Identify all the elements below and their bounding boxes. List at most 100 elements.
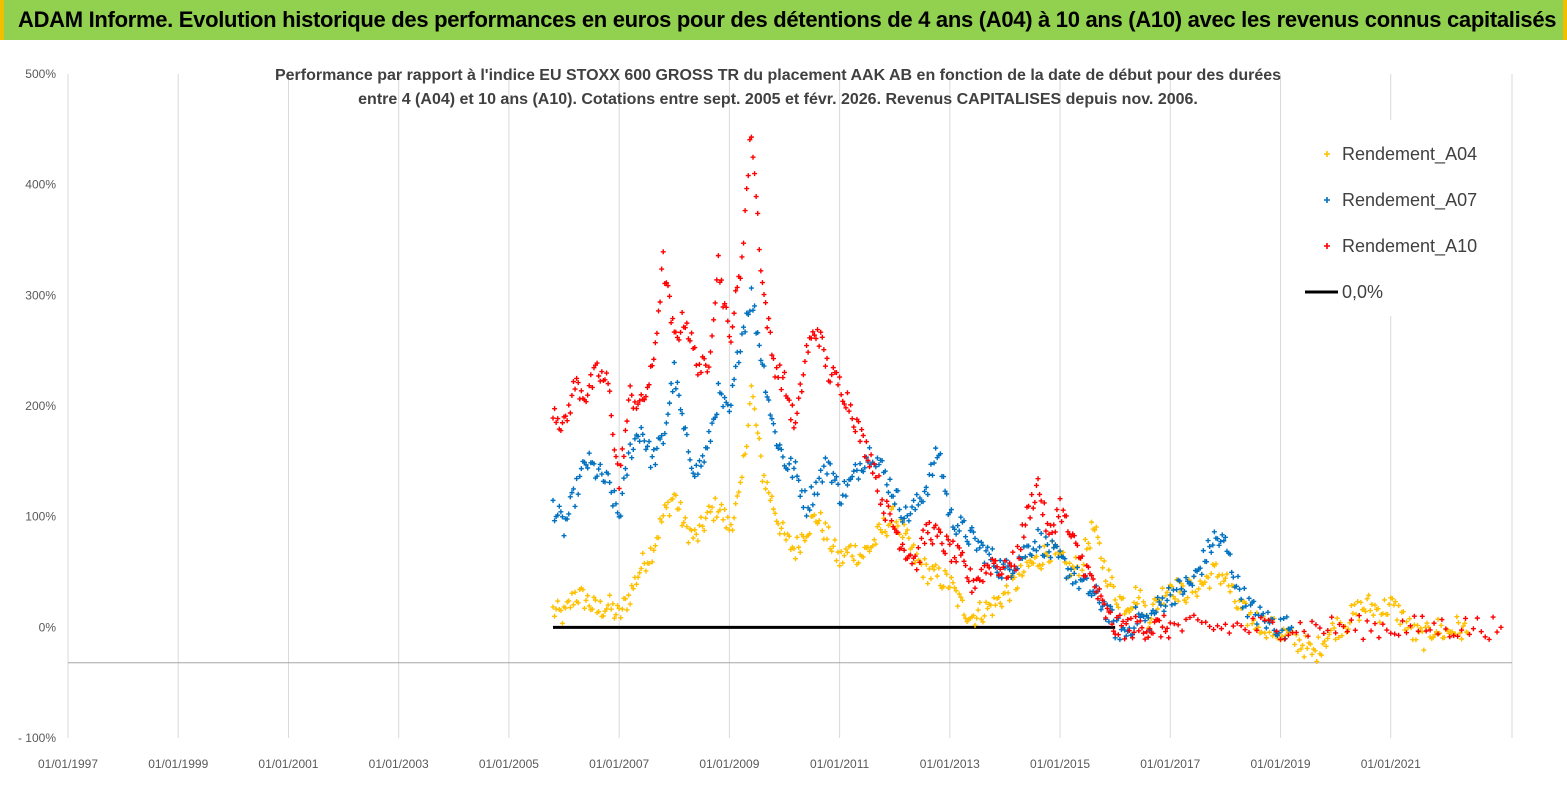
- marker-point: [1263, 635, 1269, 641]
- marker-point: [622, 427, 628, 433]
- marker-point: [1218, 538, 1224, 544]
- marker-point: [1060, 507, 1066, 513]
- marker-point: [884, 533, 890, 539]
- marker-point: [799, 389, 805, 395]
- marker-point: [1120, 618, 1126, 624]
- marker-point: [610, 431, 616, 437]
- marker-point: [627, 601, 633, 607]
- marker-point: [1026, 503, 1032, 509]
- marker-point: [575, 600, 581, 606]
- marker-point: [682, 515, 688, 521]
- marker-point: [651, 547, 657, 553]
- marker-point: [759, 280, 765, 286]
- chart-area: - 100%0%100%200%300%400%500% 01/01/1997 0…: [18, 67, 1513, 771]
- marker-point: [1356, 617, 1362, 623]
- marker-point: [665, 283, 671, 289]
- marker-point: [1038, 566, 1044, 572]
- marker-point: [632, 399, 638, 405]
- marker-point: [646, 561, 652, 567]
- marker-point: [917, 559, 923, 565]
- marker-point: [624, 418, 630, 424]
- marker-point: [673, 329, 679, 335]
- marker-point: [769, 416, 775, 422]
- marker-point: [1070, 581, 1076, 587]
- marker-point: [1022, 522, 1028, 528]
- marker-point: [797, 493, 803, 499]
- marker-point: [671, 359, 677, 365]
- marker-point: [1067, 573, 1073, 579]
- marker-point: [989, 612, 995, 618]
- marker-point: [597, 598, 603, 604]
- marker-point: [786, 533, 792, 539]
- marker-point: [1266, 617, 1272, 623]
- marker-point: [663, 505, 669, 511]
- marker-point: [1026, 563, 1032, 569]
- marker-point: [1016, 555, 1022, 561]
- marker-point: [824, 471, 830, 477]
- marker-point: [961, 518, 967, 524]
- marker-point: [637, 438, 643, 444]
- marker-point: [1363, 608, 1369, 614]
- marker-point: [717, 507, 723, 513]
- marker-point: [1317, 625, 1323, 631]
- x-tick-label: 01/01/1997: [38, 757, 98, 771]
- x-tick-label: 01/01/2009: [699, 757, 759, 771]
- marker-point: [772, 510, 778, 516]
- marker-point: [867, 548, 873, 554]
- marker-point: [679, 523, 685, 529]
- marker-point: [1449, 629, 1455, 635]
- marker-point: [909, 561, 915, 567]
- marker-point: [841, 401, 847, 407]
- marker-point: [904, 513, 910, 519]
- marker-point: [1230, 623, 1236, 629]
- marker-point: [1007, 567, 1013, 573]
- marker-point: [923, 561, 929, 567]
- marker-point: [630, 586, 636, 592]
- marker-point: [1095, 534, 1101, 540]
- marker-point: [651, 447, 657, 453]
- marker-point: [1107, 581, 1113, 587]
- marker-point: [596, 373, 602, 379]
- marker-point: [766, 315, 772, 321]
- marker-point: [920, 499, 926, 505]
- marker-point: [948, 559, 954, 565]
- marker-point: [1418, 625, 1424, 631]
- marker-point: [638, 392, 644, 398]
- marker-point: [1304, 645, 1310, 651]
- marker-point: [884, 482, 890, 488]
- marker-point: [925, 581, 931, 587]
- marker-point: [1326, 631, 1332, 637]
- marker-point: [862, 465, 868, 471]
- marker-point: [837, 374, 843, 380]
- marker-point: [674, 379, 680, 385]
- marker-point: [583, 462, 589, 468]
- marker-point: [942, 568, 948, 574]
- marker-point: [630, 446, 636, 452]
- marker-point: [1207, 623, 1213, 629]
- series-rendement_a07: [550, 285, 1295, 643]
- marker-point: [878, 527, 884, 533]
- marker-point: [789, 402, 795, 408]
- marker-point: [596, 609, 602, 615]
- marker-point: [796, 544, 802, 550]
- marker-point: [917, 495, 923, 501]
- marker-point: [758, 357, 764, 363]
- marker-point: [1451, 633, 1457, 639]
- marker-point: [947, 510, 953, 516]
- marker-point: [778, 387, 784, 393]
- marker-point: [715, 253, 721, 259]
- marker-point: [816, 475, 822, 481]
- marker-point: [796, 395, 802, 401]
- marker-point: [1004, 583, 1010, 589]
- marker-point: [567, 605, 573, 611]
- marker-point: [1427, 627, 1433, 633]
- marker-point: [575, 380, 581, 386]
- marker-point: [668, 320, 674, 326]
- marker-point: [873, 464, 879, 470]
- marker-point: [813, 479, 819, 485]
- marker-point: [629, 392, 635, 398]
- marker-point: [626, 450, 632, 456]
- marker-point: [1141, 599, 1147, 605]
- marker-point: [898, 515, 904, 521]
- marker-point: [607, 388, 613, 394]
